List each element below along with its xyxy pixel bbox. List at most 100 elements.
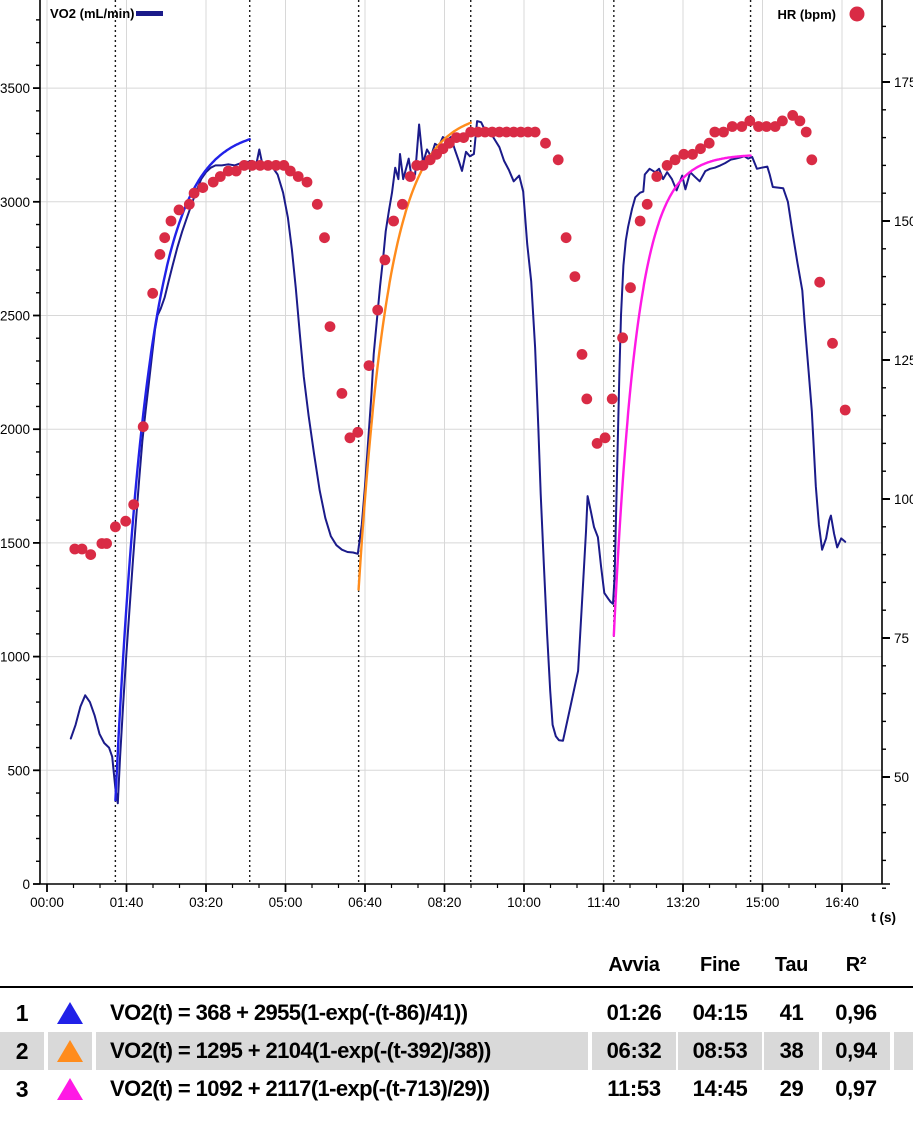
triangle-icon (57, 1040, 83, 1062)
vo2-line (69, 120, 847, 805)
hr-point (726, 121, 738, 132)
hr-point (379, 254, 391, 266)
legend-hr-swatch (849, 6, 865, 22)
hr-point (173, 204, 185, 216)
fit-start: 01:26 (606, 1000, 662, 1025)
fit-r2: 0,96 (835, 1000, 877, 1025)
x-axis-label: 06:40 (348, 895, 382, 910)
hr-point (352, 426, 364, 438)
hr-point (744, 115, 756, 127)
hr-point (363, 360, 375, 371)
hr-point (165, 215, 177, 227)
legend-hr-label: HR (bpm) (778, 7, 837, 22)
chart-canvas: 0 500 1000 1500 2000 2500 3000 3500 50 75 100 125 15… (0, 0, 913, 925)
fit-equation: VO2(t) = 1295 + 2104(1-exp(-(t-392)/38)) (96, 1032, 588, 1070)
x-axis-label: 01:40 (110, 895, 144, 910)
row-highlight-stub (894, 1032, 913, 1070)
fit-end: 08:53 (678, 1032, 762, 1070)
hr-point (397, 198, 408, 210)
hr-point (736, 121, 748, 132)
left-axis-label: 2500 (0, 309, 30, 324)
hr-point (591, 438, 603, 449)
hr-point (284, 165, 296, 177)
left-axis-label: 2000 (0, 422, 30, 437)
hr-point (678, 148, 690, 160)
hr-point (222, 165, 234, 177)
hr-point (85, 549, 97, 560)
fit-curve-2 (357, 121, 472, 591)
left-axis-label: 0 (22, 877, 30, 892)
fit-row-2[interactable]: 2 VO2(t) = 1295 + 2104(1-exp(-(t-392)/38… (0, 1032, 913, 1070)
fit-color-cell (48, 1032, 92, 1070)
x-axis-label: 08:20 (428, 895, 462, 910)
hr-point (230, 165, 242, 177)
legend-vo2-label: VO2 (mL/min) (50, 6, 135, 21)
fit-row-1[interactable]: 1 VO2(t) = 368 + 2955(1-exp(-(t-86)/41))… (0, 994, 913, 1032)
x-axis-label: 13:20 (666, 895, 700, 910)
hr-point (254, 160, 266, 171)
column-header-avvia: Avvia (608, 954, 660, 976)
hr-point (777, 115, 788, 127)
fit-row-3[interactable]: 3 VO2(t) = 1092 + 2117(1-exp(-(t-713)/29… (0, 1070, 913, 1108)
hr-point (669, 154, 681, 166)
hr-point (839, 404, 851, 416)
hr-point (388, 215, 399, 227)
hr-point (324, 321, 336, 332)
hr-point (76, 543, 88, 555)
hr-point (101, 538, 112, 549)
fit-equation: VO2(t) = 368 + 2955(1-exp(-(t-86)/41)) (110, 1000, 468, 1025)
fit-equation: VO2(t) = 1092 + 2117(1-exp(-(t-713)/29)) (110, 1076, 490, 1101)
hr-point (651, 171, 663, 182)
hr-point (581, 393, 593, 405)
hr-point (344, 432, 356, 444)
hr-point (128, 499, 140, 510)
row-index: 3 (15, 1076, 29, 1102)
hr-point (540, 137, 551, 149)
row-index: 2 (0, 1032, 44, 1070)
hr-point (529, 126, 541, 138)
hr-point (311, 198, 323, 210)
hr-point (617, 332, 628, 344)
hr-point (319, 232, 330, 244)
table-header-divider (0, 986, 913, 988)
fit-end: 14:45 (692, 1076, 748, 1101)
x-axis-label: 15:00 (746, 895, 780, 910)
column-header-tau: Tau (774, 954, 809, 976)
fit-curve-3 (612, 154, 752, 637)
x-axis-label: 00:00 (30, 895, 64, 910)
left-axis-label: 1500 (0, 536, 30, 551)
column-header-fine: Fine (700, 954, 740, 976)
fit-color-cell (48, 1070, 92, 1108)
x-axis-label: 11:40 (587, 895, 620, 910)
left-axis-label: 3500 (0, 81, 30, 96)
hr-point (761, 121, 772, 132)
left-axis-label: 1000 (0, 650, 30, 665)
right-axis-label: 175 (894, 75, 913, 90)
hr-point (552, 154, 564, 166)
hr-point (709, 126, 721, 138)
fit-tau: 38 (764, 1032, 819, 1070)
fit-start: 06:32 (592, 1032, 676, 1070)
hr-point (827, 337, 838, 349)
fit-table: Avvia Fine Tau R² 1 VO2(t) = 368 + 2955(… (0, 930, 913, 1136)
hr-point (159, 232, 171, 244)
fit-r2: 0,97 (835, 1076, 877, 1101)
triangle-icon (57, 1002, 83, 1024)
x-axis-label: 10:00 (507, 895, 541, 910)
hr-point (336, 388, 348, 399)
hr-point (270, 160, 282, 171)
hr-point (246, 160, 258, 171)
fit-tau: 29 (779, 1076, 804, 1101)
right-axis-label: 75 (894, 631, 909, 646)
hr-point (806, 154, 818, 166)
hr-point (137, 421, 149, 433)
hr-point (599, 432, 611, 444)
x-axis-label: 03:20 (189, 895, 223, 910)
hr-point (753, 121, 764, 132)
hr-point (301, 176, 313, 188)
fit-curve-1 (114, 137, 251, 802)
x-axis-label: 05:00 (269, 895, 303, 910)
hr-point (262, 160, 274, 171)
hr-point (292, 171, 304, 182)
